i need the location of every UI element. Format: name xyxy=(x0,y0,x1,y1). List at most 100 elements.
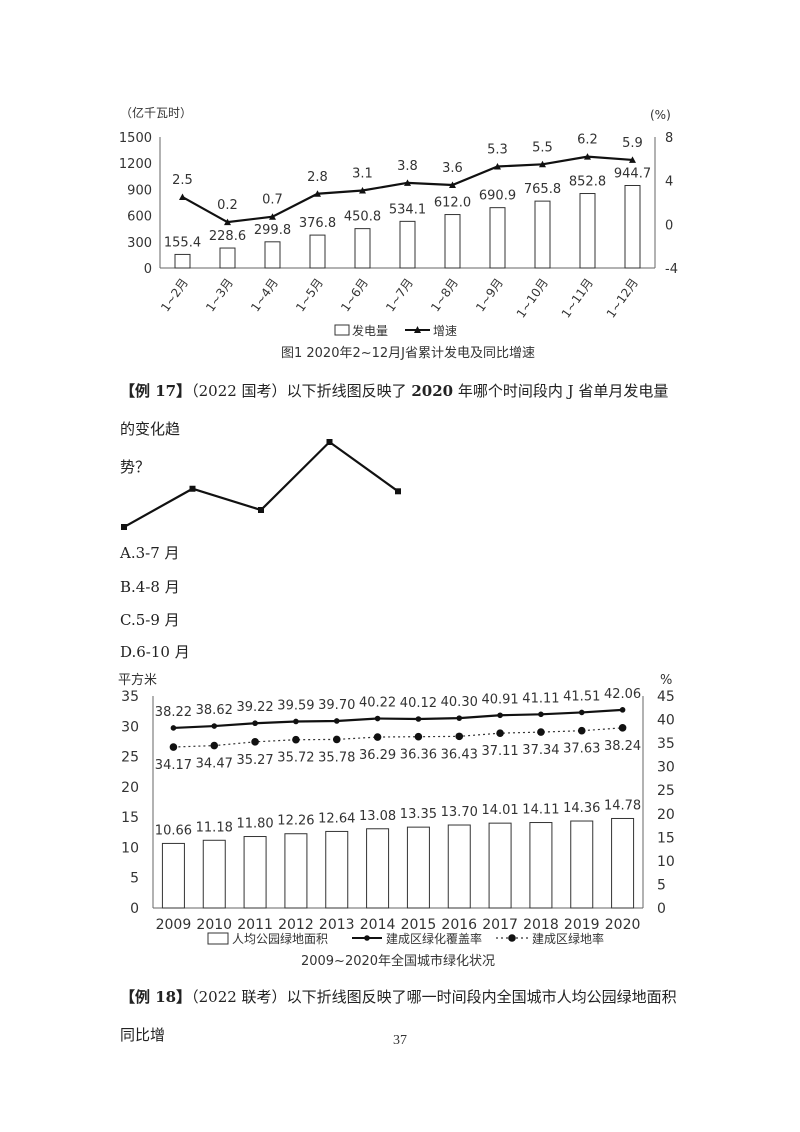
bar xyxy=(570,820,594,909)
bar-label: 155.4 xyxy=(164,235,201,250)
coverage-marker xyxy=(456,715,463,721)
trend-marker xyxy=(258,507,264,513)
coverage-marker xyxy=(211,723,218,729)
y-left-tick: 20 xyxy=(121,780,139,796)
x-tick-label: 1~7月 xyxy=(383,276,416,315)
greenland-marker xyxy=(537,728,545,736)
greenland-label: 35.78 xyxy=(318,750,355,765)
x-tick-label: 2016 xyxy=(441,917,477,933)
coverage-label: 38.62 xyxy=(196,703,233,718)
coverage-label: 42.06 xyxy=(604,687,641,702)
coverage-marker xyxy=(497,712,503,719)
legend-line1-label: 建成区绿化覆盖率 xyxy=(386,931,482,946)
coverage-label: 41.11 xyxy=(522,691,559,706)
bar-label: 612.0 xyxy=(434,196,471,211)
coverage-marker xyxy=(374,715,381,722)
bar-label: 228.6 xyxy=(209,229,246,244)
greenland-label: 36.36 xyxy=(400,748,437,763)
x-tick-label: 1~5月 xyxy=(293,276,326,315)
greenland-label: 36.43 xyxy=(441,747,478,762)
growth-marker xyxy=(314,190,321,197)
coverage-label: 41.51 xyxy=(563,689,600,704)
y-left-tick: 5 xyxy=(130,871,139,887)
option-d[interactable]: D.6-10 月 xyxy=(120,643,190,661)
legend-line1-marker xyxy=(364,935,370,941)
greenland-marker xyxy=(292,735,300,744)
legend-bar-label: 人均公园绿地面积 xyxy=(232,931,328,946)
x-tick-label: 2014 xyxy=(360,917,396,933)
y-right-tick: 20 xyxy=(657,807,675,823)
greenland-marker xyxy=(496,729,504,737)
bar xyxy=(161,842,185,909)
growth-label: 2.8 xyxy=(307,170,328,185)
x-tick-label: 1~9月 xyxy=(473,276,506,315)
option-c[interactable]: C.5-9 月 xyxy=(120,611,180,629)
coverage-label: 40.30 xyxy=(441,695,478,710)
x-tick-label: 1~2月 xyxy=(158,276,191,315)
y-right-tick: 0 xyxy=(657,901,666,917)
y-right-tick: 15 xyxy=(657,830,675,846)
bar-label: 14.36 xyxy=(563,801,600,816)
y-left-label: （亿千瓦时） xyxy=(120,105,192,120)
option-b[interactable]: B.4-8 月 xyxy=(120,578,180,596)
bar xyxy=(243,836,267,909)
y-right-tick: 0 xyxy=(665,218,673,233)
trend-marker xyxy=(189,485,196,492)
x-tick-label: 2013 xyxy=(319,917,355,933)
y-right-tick: 45 xyxy=(657,689,675,705)
bar-label: 534.1 xyxy=(389,202,426,217)
greenland-label: 37.63 xyxy=(563,742,600,757)
bar xyxy=(447,824,471,909)
example-source: （2022 联考） xyxy=(191,988,287,1006)
greenland-marker xyxy=(210,741,219,750)
y-right-tick: 10 xyxy=(657,854,675,870)
bar-label: 765.8 xyxy=(524,182,561,197)
bar-label: 14.11 xyxy=(522,803,559,818)
bar-label: 450.8 xyxy=(344,210,381,225)
growth-label: 0.2 xyxy=(217,198,238,213)
legend-line2-label: 建成区绿地率 xyxy=(532,931,604,946)
bar xyxy=(624,184,641,269)
y-right-label: % xyxy=(660,673,672,688)
coverage-marker xyxy=(293,718,299,725)
greenland-marker xyxy=(455,732,464,741)
bar-label: 299.8 xyxy=(254,223,291,238)
y-left-tick: 600 xyxy=(127,210,152,225)
y-right-tick: 5 xyxy=(657,877,666,893)
x-tick-label: 2017 xyxy=(482,917,518,933)
growth-label: 6.2 xyxy=(577,133,598,148)
growth-label: 5.5 xyxy=(532,140,553,155)
x-tick-label: 2019 xyxy=(564,917,600,933)
option-a[interactable]: A.3-7 月 xyxy=(120,544,180,562)
y-left-tick: 35 xyxy=(121,689,139,705)
page-number: 37 xyxy=(393,1033,407,1048)
y-right-tick: 40 xyxy=(657,713,675,729)
growth-marker xyxy=(359,186,366,194)
bar xyxy=(406,826,430,909)
y-right-label: (%) xyxy=(650,108,671,122)
y-right-tick: 30 xyxy=(657,760,675,776)
x-tick-label: 1~8月 xyxy=(428,276,461,315)
coverage-marker xyxy=(333,718,340,724)
bar xyxy=(264,241,281,269)
y-left-tick: 900 xyxy=(127,183,152,198)
bar-label: 14.78 xyxy=(604,798,641,813)
chart-title: 图1 2020年2~12月J省累计发电及同比增速 xyxy=(281,345,535,361)
legend-bar-swatch xyxy=(207,932,229,945)
bar xyxy=(366,828,390,909)
growth-label: 5.3 xyxy=(487,142,508,157)
coverage-marker xyxy=(538,711,544,718)
trend-marker xyxy=(326,439,333,445)
greenland-label: 37.11 xyxy=(481,744,518,759)
bar-label: 376.8 xyxy=(299,216,336,231)
y-right-tick: 25 xyxy=(657,783,675,799)
coverage-label: 40.91 xyxy=(481,692,518,707)
y-left-tick: 25 xyxy=(121,750,139,766)
growth-marker xyxy=(629,156,636,163)
growth-marker xyxy=(224,218,231,226)
bar xyxy=(284,833,308,909)
greenland-marker xyxy=(414,732,423,741)
trend-line-chart xyxy=(121,439,401,530)
example-source: （2022 国考） xyxy=(191,382,287,400)
bar-label: 852.8 xyxy=(569,175,606,190)
